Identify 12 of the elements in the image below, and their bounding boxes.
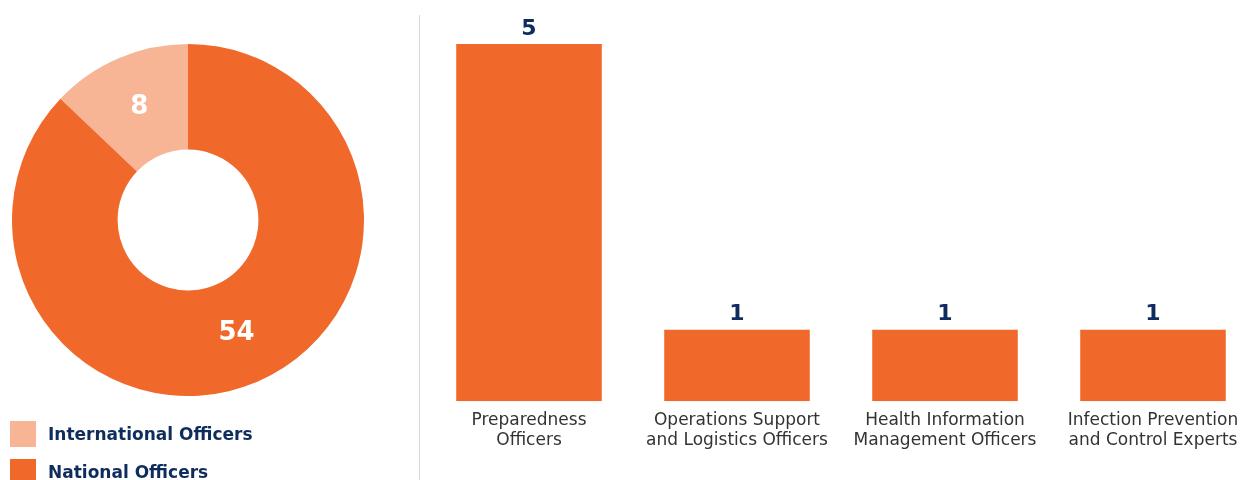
x-tick-label: Preparedness Officers [471,408,587,450]
data-label: 1 [937,300,953,326]
legend-label: National Officers [48,462,209,480]
data-label: 1 [1145,300,1161,326]
data-label: 1 [729,300,745,326]
x-tick-label: Infection Prevention and Control Experts [1067,408,1239,450]
x-tick-label: Operations Support and Logistics Officers [646,408,829,450]
data-label: 5 [521,14,537,40]
data-label: 54 [218,315,255,346]
data-label: 8 [130,89,149,120]
x-tick-label: Health Information Management Officers [853,408,1037,450]
legend-label: International Officers [48,424,253,444]
